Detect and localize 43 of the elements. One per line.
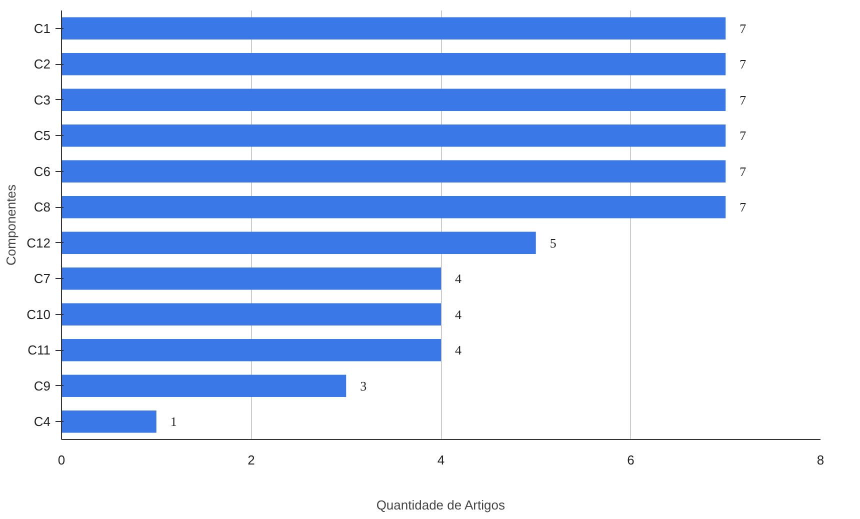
y-tick-label: C12 [26, 235, 51, 250]
data-label: 7 [740, 164, 747, 179]
data-label: 3 [360, 378, 367, 394]
y-tick-label: C11 [28, 342, 51, 358]
bar [62, 410, 156, 433]
y-tick-label: C1 [34, 20, 51, 36]
data-label: 4 [455, 271, 462, 286]
data-label: 7 [740, 56, 747, 72]
bar [62, 232, 536, 254]
data-label: 1 [170, 414, 177, 430]
y-axis-title: Componentes [4, 184, 19, 266]
x-tick-label: 2 [248, 452, 255, 468]
bar [62, 17, 726, 40]
x-tick-label: 4 [437, 452, 445, 468]
y-tick-label: C5 [34, 128, 51, 144]
bar [62, 53, 726, 76]
y-tick-label: C3 [34, 92, 51, 108]
y-tick-label: C8 [34, 200, 51, 215]
data-label: 5 [550, 235, 556, 250]
data-label: 7 [740, 92, 747, 108]
bar [62, 268, 441, 290]
y-tick-label: C2 [34, 56, 51, 72]
x-tick-label: 0 [58, 452, 66, 468]
bar [62, 374, 346, 397]
bar [62, 88, 726, 111]
bar [62, 303, 441, 326]
bar [62, 160, 726, 182]
x-axis-title: Quantidade de Artigos [376, 498, 506, 512]
x-tick-label: 8 [816, 452, 824, 468]
y-tick-label: C6 [34, 164, 51, 179]
y-tick-label: C7 [34, 271, 51, 286]
data-label: 4 [455, 306, 462, 322]
bar [62, 124, 726, 147]
x-tick-label: 6 [627, 452, 634, 468]
data-label: 7 [740, 200, 747, 215]
data-label: 7 [740, 20, 747, 36]
bar [62, 339, 441, 362]
y-tick-label: C4 [34, 414, 51, 430]
bar [62, 196, 726, 218]
y-tick-label: C10 [26, 306, 51, 322]
y-tick-label: C9 [34, 378, 51, 394]
data-label: 7 [740, 128, 747, 144]
data-label: 4 [455, 342, 462, 358]
